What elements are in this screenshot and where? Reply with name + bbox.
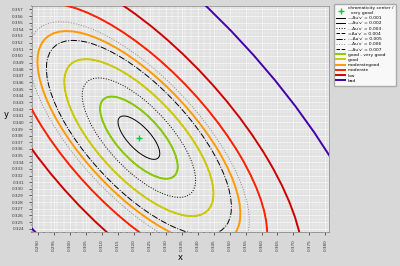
Y-axis label: y: y — [4, 110, 9, 119]
X-axis label: x: x — [178, 253, 182, 262]
Legend: chromaticity center /
  very good, —Δu′v′ = 0.001, —Δu′v′ = 0.002, ...Δu′v′ = 0.: chromaticity center / very good, —Δu′v′ … — [334, 4, 396, 86]
